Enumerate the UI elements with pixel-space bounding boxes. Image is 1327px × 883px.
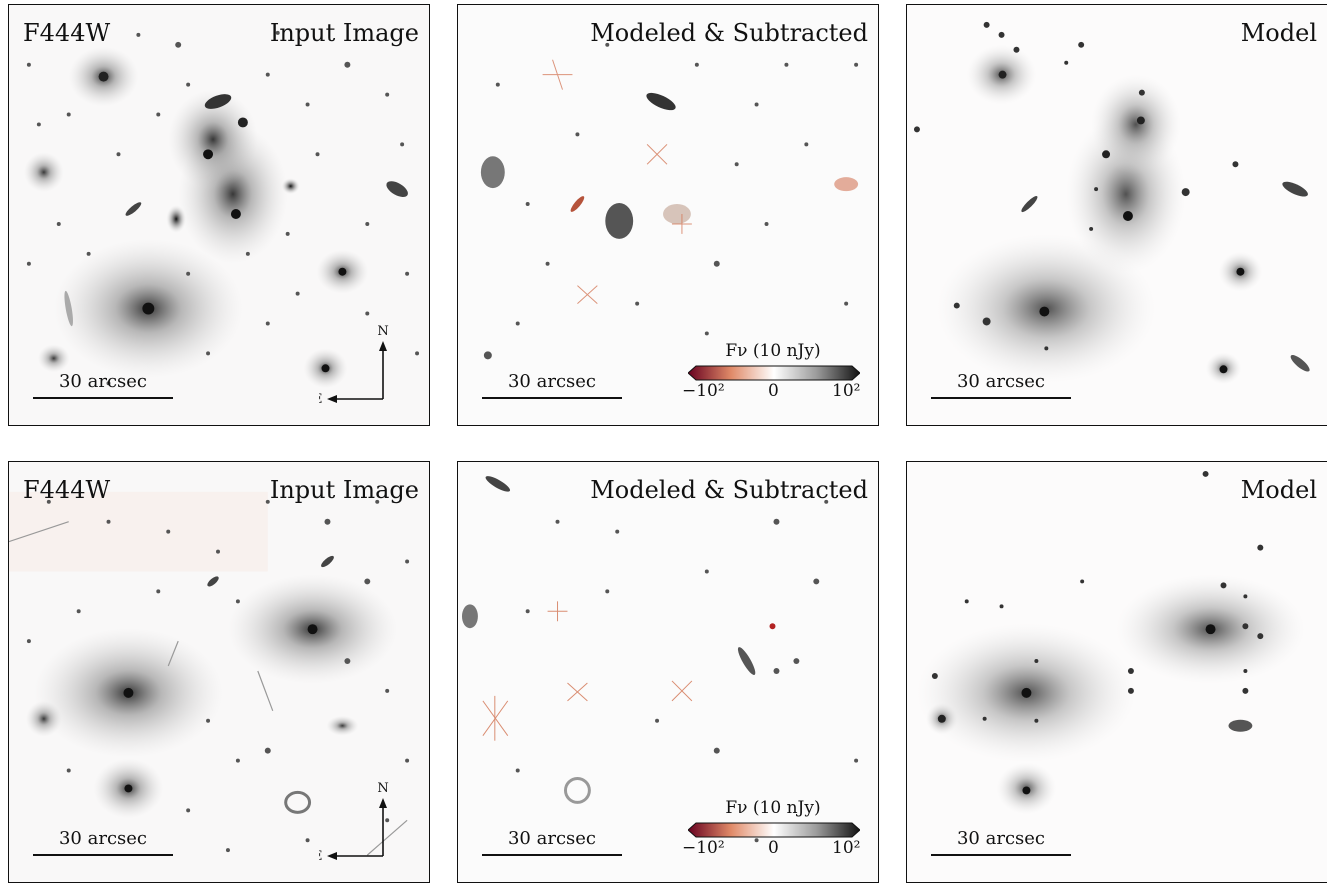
compass-east-label: E	[319, 392, 323, 407]
model-panel-bottom: Model 30 arcsec	[906, 461, 1327, 883]
residual-image-field	[458, 462, 878, 882]
colorbar-gradient	[688, 365, 860, 381]
colorbar-tick-min: −10²	[682, 381, 725, 401]
panel-title: Input Image	[269, 19, 419, 47]
colorbar: Fν (10 nJy) −10² 0 10²	[682, 798, 868, 868]
colorbar-tick-min: −10²	[682, 838, 725, 858]
scale-bar-label: 30 arcsec	[507, 828, 596, 849]
colorbar-tick-max: 10²	[832, 381, 861, 401]
scale-bar-label: 30 arcsec	[58, 371, 147, 392]
scale-bar-label: 30 arcsec	[507, 371, 596, 392]
scale-bar	[33, 854, 173, 856]
scale-bar-label: 30 arcsec	[58, 828, 147, 849]
input-image-panel-top: F444W Input Image 30 arcsec N E	[8, 4, 430, 426]
model-image-field	[907, 5, 1327, 425]
residual-panel-bottom: Modeled & Subtracted 30 arcsec Fν (10 nJ…	[457, 461, 879, 883]
compass-rose: N E	[319, 324, 389, 407]
filter-label: F444W	[23, 19, 111, 47]
panel-title: Model	[1240, 476, 1317, 504]
colorbar-tick-mid: 0	[768, 838, 779, 858]
panel-title: Modeled & Subtracted	[590, 19, 868, 47]
colorbar-label: Fν (10 nJy)	[725, 341, 821, 361]
scale-bar	[33, 397, 173, 399]
compass-north-label: N	[377, 324, 388, 339]
scale-bar	[482, 397, 622, 399]
filter-label: F444W	[23, 476, 111, 504]
colorbar: Fν (10 nJy) −10² 0 10²	[682, 341, 868, 411]
panel-title: Modeled & Subtracted	[590, 476, 868, 504]
panel-title: Input Image	[269, 476, 419, 504]
model-image-field	[907, 462, 1327, 882]
compass-rose: N E	[319, 781, 389, 864]
scale-bar-label: 30 arcsec	[956, 828, 1045, 849]
colorbar-tick-max: 10²	[832, 838, 861, 858]
compass-east-label: E	[319, 849, 323, 864]
colorbar-label: Fν (10 nJy)	[725, 798, 821, 818]
scale-bar	[931, 854, 1071, 856]
input-image-panel-bottom: F444W Input Image 30 arcsec N E	[8, 461, 430, 883]
panel-title: Model	[1240, 19, 1317, 47]
residual-image-field	[458, 5, 878, 425]
input-image-field	[9, 462, 429, 882]
residual-panel-top: Modeled & Subtracted 30 arcsec Fν (10 nJ…	[457, 4, 879, 426]
model-panel-top: Model 30 arcsec	[906, 4, 1327, 426]
scale-bar	[482, 854, 622, 856]
colorbar-tick-mid: 0	[768, 381, 779, 401]
scale-bar	[931, 397, 1071, 399]
colorbar-gradient	[688, 822, 860, 838]
scale-bar-label: 30 arcsec	[956, 371, 1045, 392]
compass-north-label: N	[377, 781, 388, 796]
input-image-field	[9, 5, 429, 425]
